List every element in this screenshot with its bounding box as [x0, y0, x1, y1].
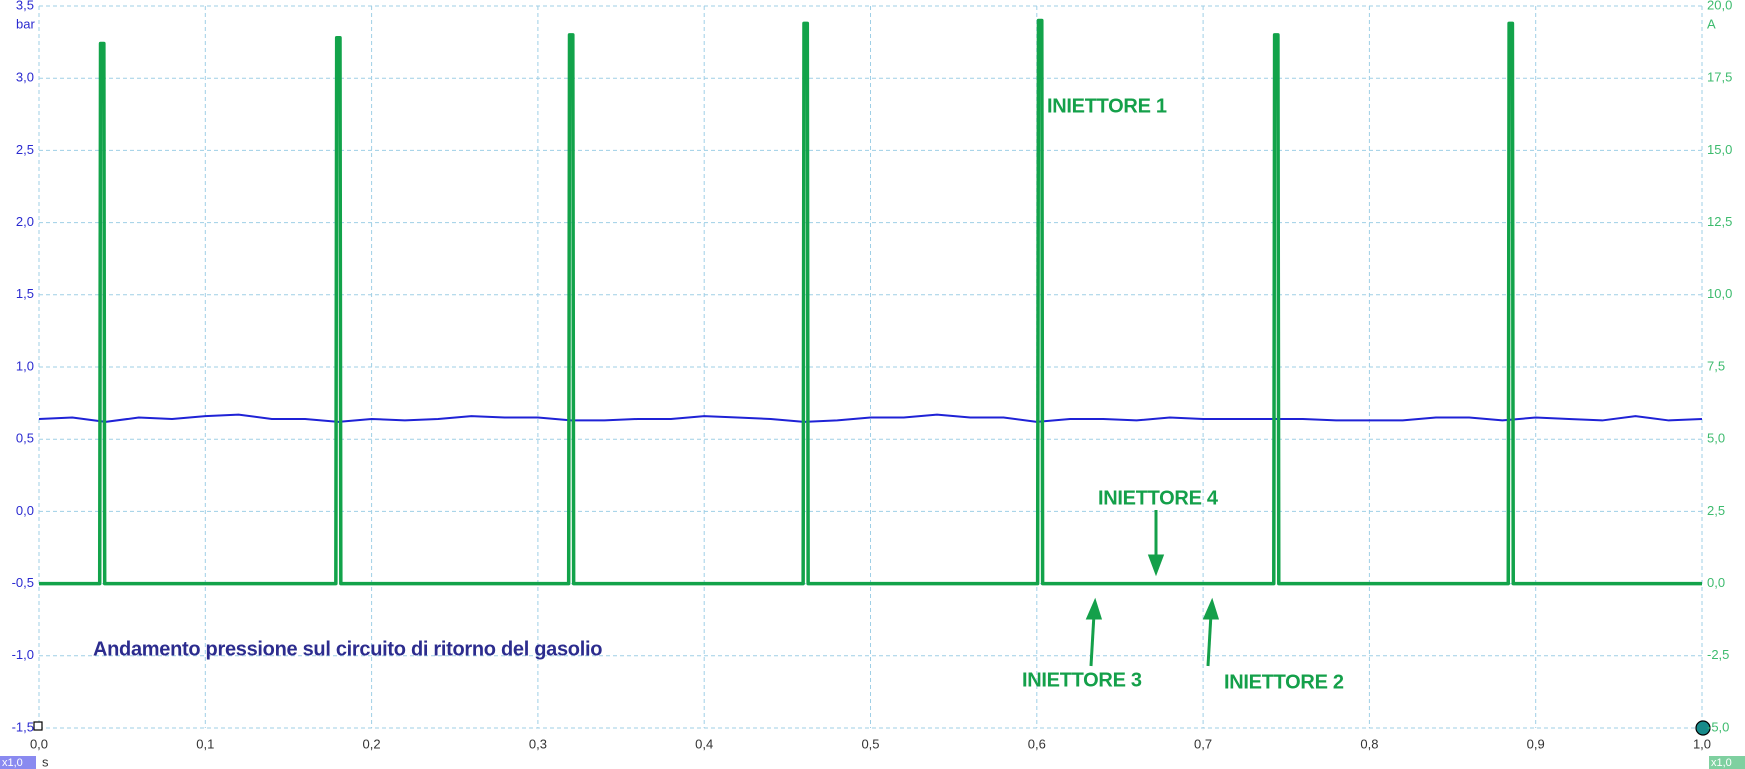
zoom-badge	[1709, 756, 1745, 769]
x-tick-label: 0,8	[1360, 736, 1378, 751]
marker	[1695, 720, 1711, 736]
x-tick-label: 0,9	[1527, 736, 1545, 751]
zoom-badge	[0, 756, 36, 769]
y-tick-label: 1,0	[16, 358, 34, 373]
y-tick-label: 3,5	[16, 0, 34, 12]
zoom-label: x1,0	[1711, 757, 1732, 769]
series-line	[39, 18, 1702, 586]
x-tick-label: 0,2	[363, 736, 381, 751]
zoom-label: x1,0	[2, 757, 23, 769]
y-tick-label: -1,5	[12, 719, 34, 734]
y2-tick-label: -5,0	[1707, 719, 1729, 734]
x-axis-label: s	[42, 754, 49, 769]
y2-axis-label: A	[1707, 16, 1716, 31]
y2-tick-label: 17,5	[1707, 70, 1732, 85]
x-tick-label: 0,4	[695, 736, 713, 751]
arrow-head	[1147, 554, 1165, 577]
annotation: INIETTORE 2	[1224, 671, 1344, 693]
arrow-head	[1202, 597, 1220, 620]
series-line	[38, 413, 1703, 423]
y-tick-label: -1,0	[12, 647, 34, 662]
y-tick-label: 2,5	[16, 142, 34, 157]
arrows	[1085, 510, 1220, 667]
y2-tick-label: 20,0	[1707, 0, 1732, 12]
arrow	[1089, 613, 1096, 667]
annotation: INIETTORE 4	[1098, 487, 1219, 509]
annotation: INIETTORE 3	[1022, 669, 1142, 691]
x-tick-label: 0,3	[529, 736, 547, 751]
x-tick-label: 0,5	[861, 736, 879, 751]
marker	[33, 721, 43, 731]
x-tick-label: 0,7	[1194, 736, 1212, 751]
y2-tick-label: 2,5	[1707, 503, 1725, 518]
x-tick-label: 0,1	[196, 736, 214, 751]
x-tick-label: 0,6	[1028, 736, 1046, 751]
y2-tick-label: 5,0	[1707, 431, 1725, 446]
y-tick-label: 0,0	[16, 503, 34, 518]
y2-tick-label: 7,5	[1707, 358, 1725, 373]
arrow	[1206, 613, 1213, 667]
y-tick-label: 0,5	[16, 431, 34, 446]
x-tick-label: 1,0	[1693, 736, 1711, 751]
x-tick-label: 0,0	[30, 736, 48, 751]
y-tick-label: 2,0	[16, 214, 34, 229]
y2-tick-label: -2,5	[1707, 647, 1729, 662]
y2-tick-label: 15,0	[1707, 142, 1732, 157]
y2-tick-label: 12,5	[1707, 214, 1732, 229]
y2-tick-label: 10,0	[1707, 286, 1732, 301]
y-axis-label: bar	[16, 16, 35, 31]
y2-tick-label: 0,0	[1707, 575, 1725, 590]
annotation: INIETTORE 1	[1047, 95, 1167, 117]
y-tick-label: 3,0	[16, 70, 34, 85]
y-tick-label: 1,5	[16, 286, 34, 301]
arrow-head	[1085, 597, 1103, 620]
y-tick-label: -0,5	[12, 575, 34, 590]
annotation: Andamento pressione sul circuito di rito…	[93, 638, 602, 660]
